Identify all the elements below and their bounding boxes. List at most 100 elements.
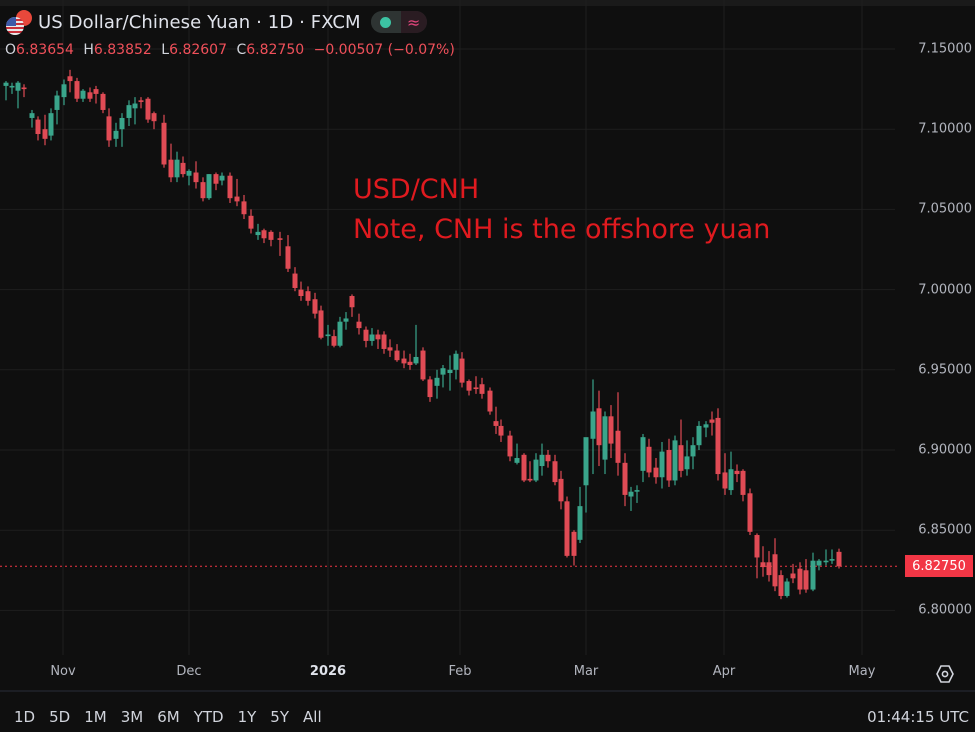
range-button-1m[interactable]: 1M [84,708,107,726]
candle-down[interactable] [766,551,772,582]
candle-down[interactable] [747,488,753,536]
candle-down[interactable] [285,235,291,272]
candle-up[interactable] [829,549,835,564]
range-button-3m[interactable]: 3M [120,708,144,726]
candle-up[interactable] [728,451,734,495]
candle-up[interactable] [823,549,829,566]
candle-up[interactable] [119,113,125,147]
candle-up[interactable] [533,453,539,483]
candle-down[interactable] [35,116,41,141]
candle-down[interactable] [349,294,355,317]
candle-up[interactable] [434,369,440,399]
candle-up[interactable] [784,578,790,598]
candle-down[interactable] [394,344,400,362]
candle-up[interactable] [696,421,702,450]
range-button-6m[interactable]: 6M [157,708,180,726]
candle-down[interactable] [734,464,740,483]
candle-up[interactable] [255,223,261,240]
candle-down[interactable] [521,453,527,483]
settings-gear-icon[interactable] [935,664,955,684]
candle-up[interactable] [514,443,520,465]
candle-down[interactable] [305,286,311,306]
candle-down[interactable] [507,430,513,462]
candle-up[interactable] [539,443,545,476]
candle-up[interactable] [113,122,119,147]
candle-down[interactable] [21,84,27,98]
range-button-5y[interactable]: 5Y [270,708,290,726]
candle-up[interactable] [684,440,690,476]
candle-down[interactable] [778,570,784,600]
candle-down[interactable] [459,352,465,388]
candle-up[interactable] [583,437,589,513]
candle-up[interactable] [29,109,35,128]
candle-up[interactable] [219,172,225,186]
candle-down[interactable] [168,143,174,183]
candle-down[interactable] [312,292,318,319]
candle-down[interactable] [797,562,803,595]
chart-annotation[interactable]: USD/CNH Note, CNH is the offshore yuan [353,170,770,250]
candle-down[interactable] [498,419,504,442]
candle-down[interactable] [100,92,106,114]
candle-up[interactable] [413,324,419,365]
candle-down[interactable] [213,172,219,191]
candle-down[interactable] [487,387,493,415]
candle-up[interactable] [9,82,15,94]
candle-down[interactable] [248,209,254,234]
candle-down[interactable] [227,172,233,203]
range-button-5d[interactable]: 5D [49,708,71,726]
candle-up[interactable] [634,485,640,503]
candle-down[interactable] [193,161,199,189]
candle-down[interactable] [427,376,433,402]
candle-down[interactable] [180,156,186,178]
candle-down[interactable] [268,230,274,247]
candle-down[interactable] [473,376,479,394]
candle-down[interactable] [558,470,564,510]
candle-up[interactable] [61,79,67,106]
candle-up[interactable] [602,411,608,475]
candle-down[interactable] [754,533,760,579]
candle-down[interactable] [292,267,298,292]
candle-down[interactable] [678,419,684,478]
market-open-dot-icon[interactable] [370,11,401,33]
candle-down[interactable] [138,97,144,109]
candle-down[interactable] [151,111,157,130]
candle-down[interactable] [420,347,426,382]
candle-up[interactable] [577,486,583,544]
candle-down[interactable] [375,329,381,349]
candle-down[interactable] [145,97,151,123]
candle-up[interactable] [369,328,375,346]
candle-up[interactable] [453,350,459,380]
candle-up[interactable] [447,355,453,391]
candle-down[interactable] [722,453,728,495]
candle-down[interactable] [666,438,672,487]
candle-down[interactable] [42,114,48,146]
candle-up[interactable] [186,169,192,186]
candle-down[interactable] [479,377,485,399]
candle-down[interactable] [527,461,533,483]
candle-down[interactable] [161,114,167,168]
candle-down[interactable] [318,305,324,340]
candle-down[interactable] [836,548,842,569]
candle-down[interactable] [261,228,267,244]
range-button-ytd[interactable]: YTD [193,708,224,726]
candle-down[interactable] [615,392,621,476]
candle-down[interactable] [401,350,407,369]
candle-up[interactable] [337,316,343,348]
candle-down[interactable] [234,178,240,207]
candle-down[interactable] [608,405,614,459]
candle-up[interactable] [174,151,180,183]
range-button-1y[interactable]: 1Y [237,708,257,726]
candle-down[interactable] [564,496,570,558]
candle-down[interactable] [67,69,73,93]
candle-down[interactable] [241,194,247,220]
candle-up[interactable] [816,559,822,571]
candle-down[interactable] [277,231,283,256]
candle-up[interactable] [325,324,331,346]
candle-down[interactable] [493,406,499,434]
candle-down[interactable] [387,339,393,357]
candle-up[interactable] [690,437,696,470]
candle-up[interactable] [3,81,9,101]
candle-down[interactable] [381,331,387,354]
candle-down[interactable] [772,538,778,592]
